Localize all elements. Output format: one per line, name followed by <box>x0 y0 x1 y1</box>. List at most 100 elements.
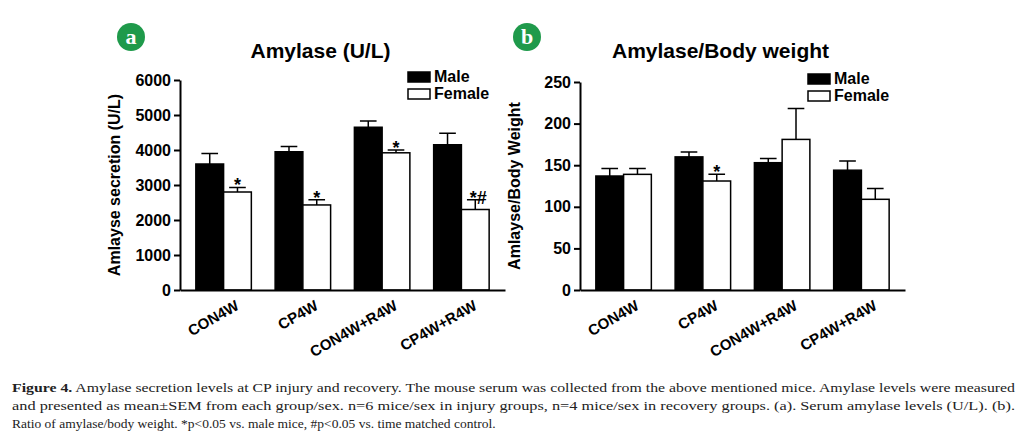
legend-swatch <box>808 74 830 84</box>
y-tick-label: 5000 <box>135 107 171 124</box>
significance-label: * <box>313 188 320 208</box>
x-tick-label: CP4W <box>275 296 322 333</box>
x-tick-label: CP4W+R4W <box>397 296 480 354</box>
y-tick-mark <box>174 150 180 152</box>
x-tick: CP4W <box>675 290 722 333</box>
bar <box>354 127 382 290</box>
y-tick: 200 <box>544 115 580 132</box>
x-axis: CON4W CP4WCON4W+R4WCP4W+R4W <box>181 290 506 360</box>
significance-label: *# <box>470 188 487 208</box>
bar <box>224 192 252 290</box>
y-tick-label: 2000 <box>135 212 171 229</box>
y-tick-mark <box>574 248 580 250</box>
y-axis-title: Amlayse/Body Weight <box>506 101 523 269</box>
x-tick: CON4W+R4W <box>307 290 401 360</box>
x-tick-label: CON4W+R4W <box>707 296 801 360</box>
x-tick: CON4W <box>585 290 643 339</box>
legend-label: Female <box>434 85 489 102</box>
caption-line: and presented as mean±SEM from each grou… <box>12 398 1015 413</box>
y-tick: 4000 <box>135 142 180 159</box>
legend-swatch <box>408 72 430 82</box>
panel-letter: a <box>126 24 137 49</box>
y-tick-label: 0 <box>562 282 571 299</box>
y-tick: 150 <box>544 157 580 174</box>
x-tick: CON4W <box>185 290 243 339</box>
error-bar <box>681 152 698 157</box>
legend-swatch <box>808 91 830 101</box>
x-tick-label: CON4W <box>585 296 643 339</box>
significance-label: * <box>392 138 399 158</box>
y-tick: 3000 <box>135 177 180 194</box>
bar <box>703 181 731 290</box>
caption-label: Figure 4. <box>12 380 72 395</box>
x-axis: CON4W CP4WCON4W+R4WCP4W+R4W <box>581 290 906 360</box>
bar <box>596 176 624 290</box>
y-tick: 50 <box>553 240 580 257</box>
bar <box>834 170 862 290</box>
significance-label: * <box>713 162 720 182</box>
x-tick-label: CON4W <box>185 296 243 339</box>
bar <box>624 174 652 290</box>
legend-label: Male <box>834 70 870 87</box>
y-tick: 1000 <box>135 247 180 264</box>
y-tick-mark <box>174 220 180 222</box>
panel-0: a Amylase (U/L) Amlayse secretion (U/L) * * *… <box>106 23 506 360</box>
y-tick-label: 3000 <box>135 177 171 194</box>
x-tick-label: CP4W <box>675 296 722 333</box>
bar <box>461 210 489 291</box>
y-tick-mark <box>174 185 180 187</box>
y-tick-mark <box>574 165 580 167</box>
panel-1: bAmylase/Body weightAmlayse/Body Weight*… <box>506 23 906 360</box>
y-tick-mark <box>574 290 580 292</box>
y-tick-label: 150 <box>544 157 571 174</box>
panel-badge <box>513 23 541 51</box>
y-tick-label: 1000 <box>135 247 171 264</box>
bar <box>303 205 331 290</box>
y-tick-mark <box>574 123 580 125</box>
caption-text: and presented as mean±SEM from each grou… <box>12 398 1015 413</box>
bar <box>434 145 462 290</box>
error-bar <box>867 188 884 199</box>
caption-text: Ratio of amylase/body weight. *p<0.05 vs… <box>12 416 496 431</box>
caption-text: Amylase secretion levels at CP injury an… <box>75 380 1015 395</box>
y-tick-label: 200 <box>544 115 571 132</box>
legend: MaleFemale <box>408 68 489 102</box>
caption-line: Ratio of amylase/body weight. *p<0.05 vs… <box>12 416 496 431</box>
x-tick: CP4W+R4W <box>397 290 480 354</box>
y-tick-mark <box>174 115 180 117</box>
legend-label: Female <box>834 87 889 104</box>
chart-title: Amylase (U/L) <box>250 39 390 62</box>
y-tick-mark <box>174 80 180 82</box>
bar <box>861 199 889 290</box>
error-bar <box>788 109 805 140</box>
y-tick: 0 <box>162 282 180 299</box>
y-tick-label: 250 <box>544 74 571 91</box>
y-tick-label: 100 <box>544 198 571 215</box>
panel-letter: b <box>521 24 533 49</box>
y-tick-mark <box>574 206 580 208</box>
y-tick-label: 0 <box>162 282 171 299</box>
y-axis-title: Amlayse secretion (U/L) <box>106 94 123 276</box>
x-axis-line <box>181 290 506 292</box>
bar <box>754 163 782 290</box>
legend-label: Male <box>434 68 470 85</box>
y-axis: 0100020003000400050006000 <box>135 72 180 299</box>
plot-marks <box>196 121 489 290</box>
bar <box>382 153 410 290</box>
plot-marks <box>596 109 889 290</box>
x-tick: CON4W+R4W <box>707 290 801 360</box>
x-tick-label: CP4W+R4W <box>797 296 880 354</box>
y-axis: 0 50 100 150 200 250 <box>544 74 580 299</box>
bar <box>275 152 303 290</box>
error-bar <box>839 161 856 170</box>
y-tick-mark <box>574 82 580 84</box>
bar <box>196 164 224 290</box>
y-tick-mark <box>174 255 180 257</box>
error-bar <box>439 133 456 145</box>
bar <box>782 139 810 290</box>
y-tick-label: 50 <box>553 240 571 257</box>
y-tick: 2000 <box>135 212 180 229</box>
x-tick: CP4W+R4W <box>797 290 880 354</box>
x-tick: CP4W <box>275 290 322 333</box>
y-tick-mark <box>174 290 180 292</box>
